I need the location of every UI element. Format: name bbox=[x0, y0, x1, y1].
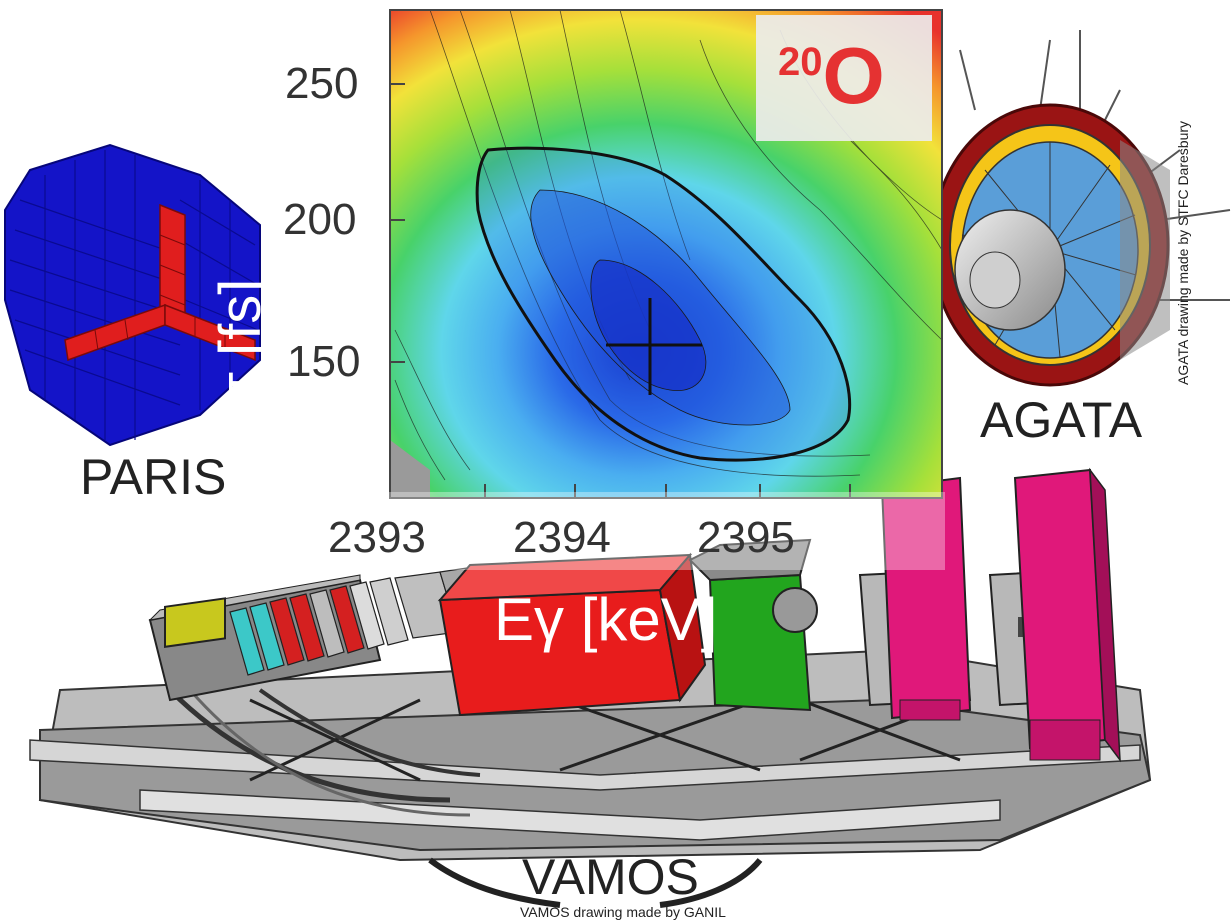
agata-credit: AGATA drawing made by STFC Daresbury bbox=[1175, 120, 1191, 385]
paris-detector-icon bbox=[4, 143, 261, 447]
vamos-label: VAMOS bbox=[522, 849, 699, 905]
x-tick-2393: 2393 bbox=[328, 513, 426, 562]
x-tick-2394: 2394 bbox=[513, 513, 611, 562]
x-axis-label: Eγ [keV] bbox=[494, 586, 718, 653]
best-fit-cross bbox=[606, 298, 702, 395]
isotope-symbol: O bbox=[822, 31, 885, 120]
agata-label: AGATA bbox=[980, 392, 1143, 448]
paris-label: PARIS bbox=[80, 449, 227, 505]
y-tick-200: 200 bbox=[283, 195, 357, 244]
agata-detector-icon bbox=[930, 30, 1231, 387]
vamos-credit: VAMOS drawing made by GANIL bbox=[520, 904, 726, 920]
y-tick-250: 250 bbox=[285, 59, 359, 108]
y-axis-label: τ [fs] bbox=[208, 278, 273, 395]
isotope-badge bbox=[756, 15, 932, 141]
isotope-label: 20O bbox=[778, 36, 885, 116]
x-tick-2395: 2395 bbox=[697, 513, 795, 562]
isotope-mass: 20 bbox=[778, 40, 823, 84]
vamos-spectrometer-icon bbox=[29, 467, 1152, 908]
y-tick-150: 150 bbox=[287, 337, 361, 386]
